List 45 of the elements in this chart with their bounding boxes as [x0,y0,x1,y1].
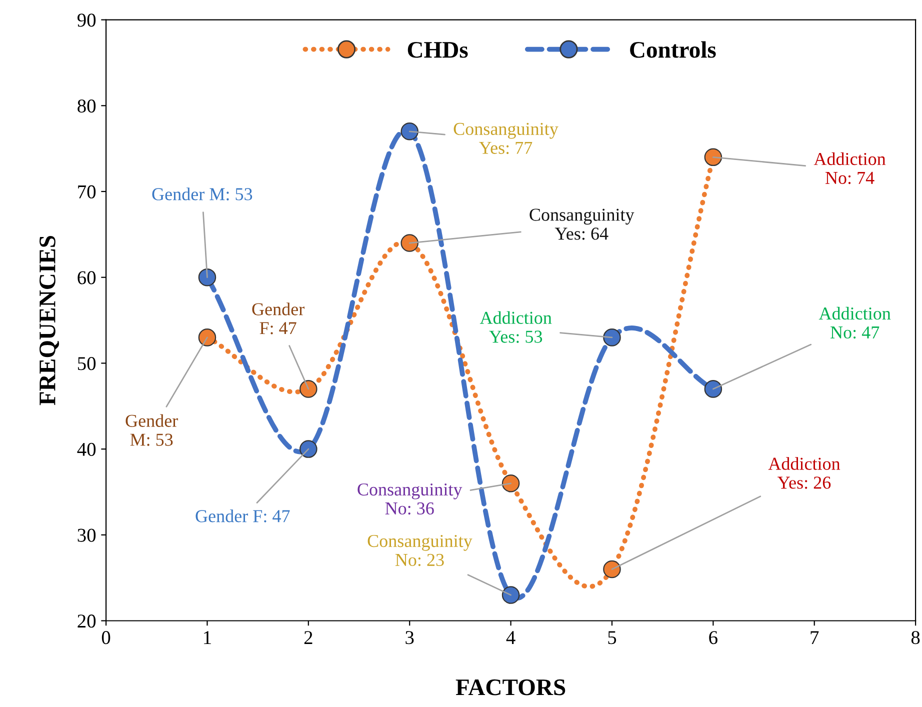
annotation: Addiction Yes: 53 [480,311,552,343]
annotation: Gender M: 53 [126,414,178,446]
x-tick-label: 5 [608,631,616,644]
x-axis-title: FACTORS [456,679,566,696]
point [502,474,520,492]
point [400,234,418,252]
point [603,328,621,346]
x-tick-label: 7 [810,631,819,644]
y-tick-label: 40 [77,442,96,456]
point [704,148,722,166]
x-tick-label: 8 [911,631,920,644]
x-tick-label: 0 [102,631,110,644]
legend-label: CHDs [408,42,468,58]
annotation: Consanguinity Yes: 77 [454,122,558,154]
point [300,440,318,458]
point [198,328,216,346]
y-tick-label: 30 [78,528,96,542]
y-tick-label: 80 [78,99,96,113]
annotation: Gender M: 53 [152,188,252,200]
x-tick-label: 6 [709,631,718,644]
annotation: Consanguinity No: 36 [358,483,462,515]
point [502,586,520,604]
y-tick-label: 90 [77,14,96,27]
annotation: Consanguinity Yes: 64 [530,208,634,240]
annotation: Consanguinity No: 23 [368,534,472,566]
x-tick-label: 2 [304,631,312,644]
y-tick-label: 50 [78,357,96,370]
annotation: Gender F: 47 [252,302,304,334]
legend-label: Controls [630,41,716,58]
x-tick-label: 4 [506,631,516,644]
point [704,380,722,398]
annotation: Addiction Yes: 26 [768,457,840,489]
y-tick-label: 70 [78,185,96,198]
y-axis-title: FREQUENCIES [40,236,59,406]
point [400,122,418,140]
annotation: Addiction No: 74 [814,152,886,184]
point [198,268,216,286]
point [300,380,318,398]
y-tick-label: 20 [78,614,96,628]
y-tick-label: 60 [78,271,96,284]
annotation: Gender F: 47 [196,510,290,522]
x-tick-label: 3 [406,631,414,644]
x-tick-label: 1 [204,631,211,644]
point [603,560,621,578]
annotation: Addiction No: 47 [818,306,891,339]
